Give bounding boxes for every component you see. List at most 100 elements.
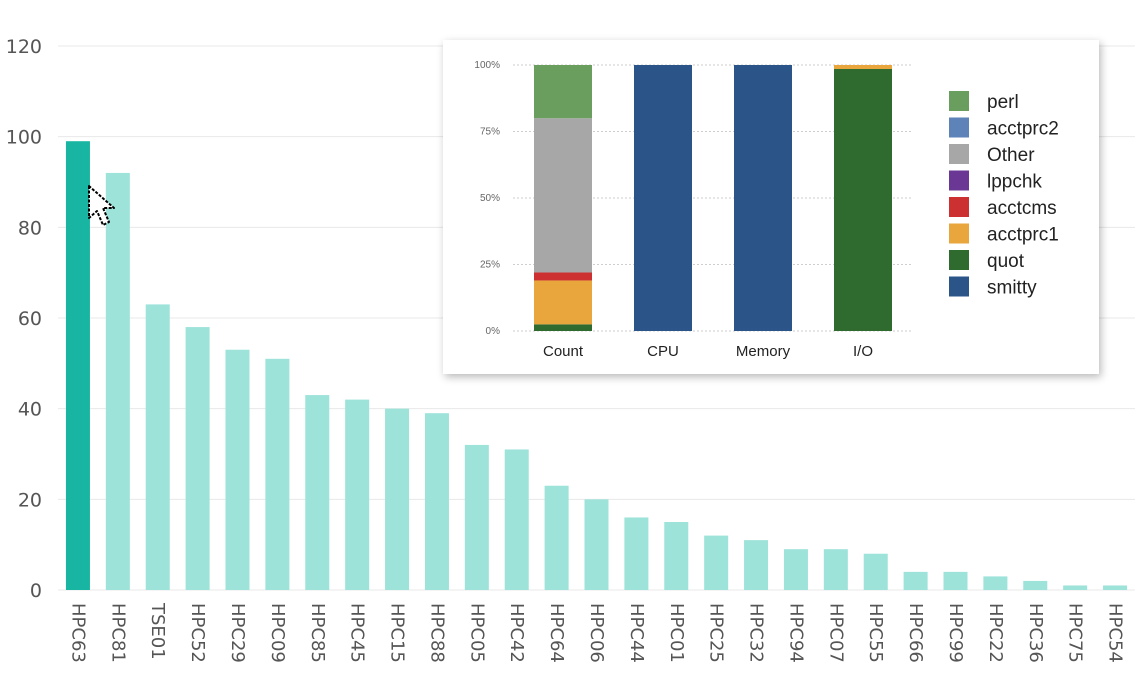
main-x-tick-label: HPC42 [506, 603, 527, 663]
main-bar[interactable] [464, 444, 489, 590]
main-x-tick-label: HPC99 [945, 603, 966, 663]
main-y-tick-label: 40 [18, 399, 42, 421]
main-bar[interactable] [863, 553, 888, 590]
inset-bar-segment-other[interactable] [534, 118, 592, 273]
main-bar[interactable] [185, 327, 210, 590]
main-x-axis: HPC63 HPC81 TSE01 HPC52 HPC29 HPC09 HPC85 HPC45… [67, 602, 1125, 663]
inset-y-tick-label: 0% [486, 326, 501, 337]
inset-bars-group [534, 65, 892, 332]
legend-swatch-smitty [949, 276, 969, 297]
main-bar[interactable] [345, 399, 370, 590]
inset-x-tick-label: I/O [853, 343, 873, 360]
main-bar[interactable] [1023, 580, 1048, 590]
legend-swatch-quot [949, 250, 969, 270]
inset-y-tick-label: 100% [474, 60, 500, 71]
main-x-tick-label: HPC05 [466, 603, 487, 663]
main-bar[interactable] [65, 141, 90, 590]
inset-y-axis: 0% 25% 50% 75% 100% [474, 60, 500, 337]
main-bar[interactable] [265, 358, 290, 590]
legend-label-perl: perl [987, 92, 1019, 113]
main-bar[interactable] [1063, 585, 1088, 590]
legend-label-acctcms: acctcms [987, 198, 1057, 219]
inset-bar-segment-perl[interactable] [534, 65, 592, 119]
main-y-tick-label: 100 [6, 127, 42, 149]
main-y-axis: 0 20 40 60 80 100 120 [6, 36, 42, 602]
main-x-tick-label: HPC01 [666, 603, 687, 663]
main-y-tick-label: 20 [18, 489, 42, 511]
main-bar[interactable] [145, 304, 170, 590]
inset-x-axis: Count CPU Memory I/O [543, 343, 873, 360]
inset-y-tick-label: 50% [480, 193, 500, 204]
main-x-tick-label: HPC54 [1105, 603, 1126, 663]
main-bar[interactable] [424, 413, 449, 590]
main-x-tick-label: HPC09 [267, 603, 288, 663]
main-y-tick-label: 60 [18, 308, 42, 330]
legend-swatch-other [949, 144, 969, 164]
main-bar[interactable] [225, 349, 250, 590]
inset-stacked-bar-chart: 0% 25% 50% 75% 100% Count CPU Memory I/O perl ac… [474, 60, 1059, 360]
main-x-tick-label: HPC44 [626, 603, 647, 663]
main-bar[interactable] [943, 571, 968, 590]
main-x-tick-label: HPC64 [546, 603, 567, 663]
inset-y-tick-label: 25% [480, 260, 500, 271]
legend-label-lppchk: lppchk [987, 172, 1042, 193]
legend-label-acctprc2: acctprc2 [987, 119, 1059, 140]
legend-label-smitty: smitty [987, 278, 1037, 299]
main-x-tick-label: HPC32 [746, 603, 767, 663]
main-bar[interactable] [1103, 585, 1128, 590]
inset-bar-segment-smitty[interactable] [634, 65, 692, 331]
main-bar[interactable] [744, 540, 769, 590]
main-bar[interactable] [544, 485, 569, 590]
main-x-tick-label: HPC29 [227, 603, 248, 663]
inset-x-tick-label: Count [543, 343, 584, 360]
main-x-tick-label: HPC81 [107, 603, 128, 663]
legend-label-acctprc1: acctprc1 [987, 225, 1059, 246]
main-x-tick-label: HPC94 [785, 603, 806, 663]
main-bar[interactable] [704, 535, 729, 590]
inset-chart-card: 0% 25% 50% 75% 100% Count CPU Memory I/O perl ac… [443, 40, 1099, 374]
main-x-tick-label: HPC07 [825, 603, 846, 663]
inset-bar-segment-acctcms[interactable] [534, 272, 592, 281]
main-x-tick-label: HPC52 [187, 603, 208, 663]
main-x-tick-label: HPC88 [426, 603, 447, 663]
main-x-tick-label: HPC63 [67, 603, 88, 663]
main-bar[interactable] [385, 408, 410, 590]
main-bar[interactable] [584, 499, 609, 590]
main-bar[interactable] [105, 172, 130, 590]
main-bar[interactable] [664, 522, 689, 590]
main-x-tick-label: HPC36 [1025, 603, 1046, 663]
main-y-tick-label: 80 [18, 217, 42, 239]
main-x-tick-label: HPC66 [905, 603, 926, 663]
inset-bar-segment-quot[interactable] [834, 68, 892, 332]
legend-swatch-acctprc1 [949, 223, 969, 244]
inset-bar-segment-acctprc1[interactable] [834, 65, 892, 69]
main-x-tick-label: HPC55 [865, 603, 886, 663]
main-y-tick-label: 0 [30, 580, 42, 602]
main-bar[interactable] [983, 576, 1008, 590]
inset-legend: perl acctprc2 Other lppchk acctcms acctprc1 qu… [949, 91, 1059, 299]
main-x-tick-label: TSE01 [147, 602, 168, 660]
main-bar[interactable] [823, 549, 848, 590]
main-bar[interactable] [783, 549, 808, 590]
legend-swatch-lppchk [949, 170, 969, 191]
main-x-tick-label: HPC25 [706, 603, 727, 663]
legend-label-quot: quot [987, 251, 1025, 272]
legend-swatch-perl [949, 91, 969, 111]
main-bar[interactable] [903, 571, 928, 590]
main-bar[interactable] [624, 517, 649, 590]
inset-bar-segment-acctprc1[interactable] [534, 280, 592, 325]
inset-y-tick-label: 75% [480, 127, 500, 138]
main-x-tick-label: HPC15 [387, 603, 408, 663]
main-x-tick-label: HPC06 [586, 603, 607, 663]
main-y-tick-label: 120 [6, 36, 42, 58]
legend-label-other: Other [987, 145, 1035, 166]
inset-x-tick-label: CPU [647, 343, 679, 360]
inset-bar-segment-quot[interactable] [534, 324, 592, 331]
main-x-tick-label: HPC85 [307, 603, 328, 663]
main-x-tick-label: HPC45 [347, 603, 368, 663]
inset-x-tick-label: Memory [736, 343, 791, 360]
main-bar[interactable] [305, 395, 330, 590]
main-bar[interactable] [504, 449, 529, 590]
inset-bar-segment-smitty[interactable] [734, 65, 792, 331]
